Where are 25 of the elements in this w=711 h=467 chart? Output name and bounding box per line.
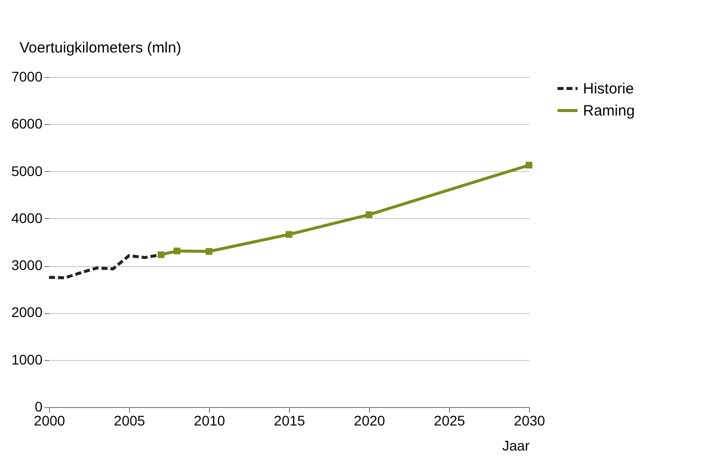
x-tick-label: 2025	[434, 412, 466, 428]
point	[366, 211, 372, 218]
point	[526, 162, 532, 169]
legend-label: Historie	[583, 80, 634, 98]
x-tick-label: 2015	[274, 412, 306, 428]
y-tick-label: 3000	[11, 257, 43, 274]
y-tick-label: 2000	[11, 304, 43, 320]
point	[174, 248, 180, 254]
point	[158, 251, 164, 258]
x-tick-label: 2030	[514, 412, 546, 428]
y-tick-label: 6000	[11, 116, 43, 132]
x-tick-label: 2010	[194, 412, 226, 428]
y-tick-label: 1000	[11, 351, 43, 368]
point	[206, 248, 212, 255]
y-tick-label: 4000	[11, 210, 43, 226]
point	[286, 231, 292, 238]
y-tick-label: 5000	[11, 162, 43, 179]
legend-label: Raming	[583, 102, 635, 120]
y-axis-title: Voertuigkilometers (mln)	[20, 40, 182, 56]
y-tick-label: 7000	[11, 68, 43, 84]
x-axis-title: Jaar	[502, 438, 530, 454]
x-tick-label: 2000	[34, 412, 66, 428]
x-tick-label: 2020	[354, 412, 386, 428]
x-tick-label: 2005	[114, 412, 146, 428]
y-tick-label: 0	[34, 398, 43, 414]
